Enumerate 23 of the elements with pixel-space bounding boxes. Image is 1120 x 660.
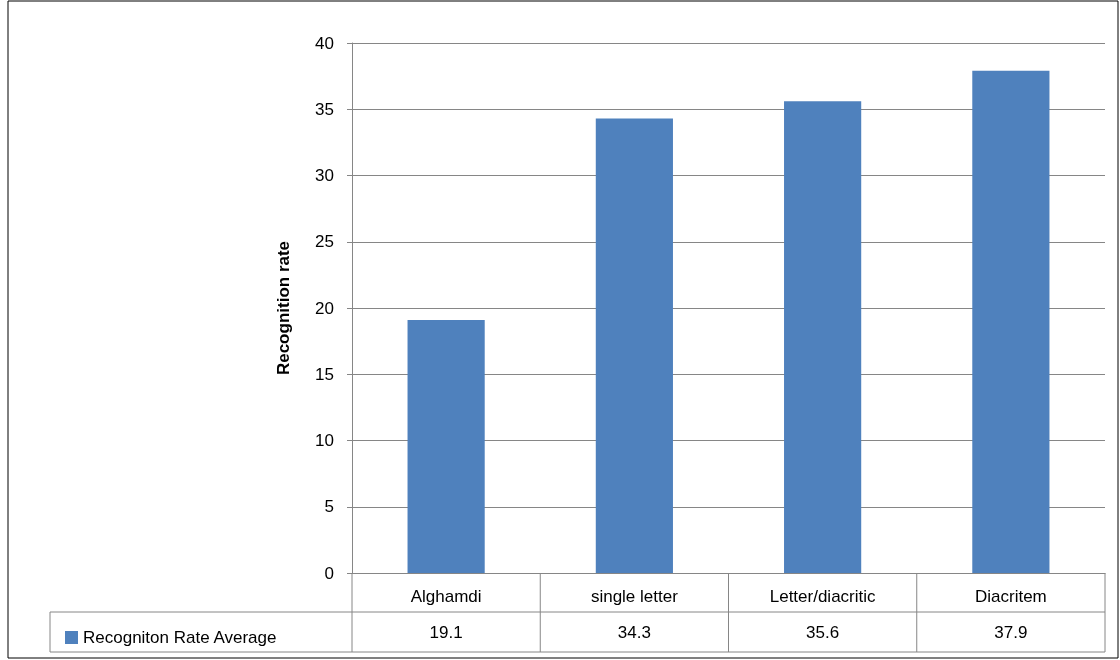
bar	[595, 118, 673, 573]
bar	[784, 101, 862, 573]
y-tick-label: 10	[315, 431, 334, 450]
legend-label: Recogniton Rate Average	[83, 628, 277, 647]
y-axis-title: Recognition rate	[274, 240, 293, 376]
y-tick-label: 20	[315, 298, 334, 318]
y-tick-label: 5	[324, 497, 334, 517]
y-tick-label: 35	[315, 99, 334, 119]
data-label: 35.6	[806, 622, 840, 642]
x-tick-label: Diacritem	[974, 587, 1047, 606]
bar	[972, 70, 1050, 573]
data-label: 37.9	[994, 622, 1028, 642]
y-tick-label: 25	[315, 232, 334, 252]
x-tick-label: Alghamdi	[410, 587, 482, 606]
y-tick-label: 15	[315, 364, 334, 384]
bar	[407, 319, 485, 573]
y-tick-label: 30	[315, 166, 334, 185]
y-tick-label: 0	[324, 563, 334, 583]
data-label: 34.3	[617, 622, 651, 642]
y-tick-label: 40	[315, 33, 334, 53]
x-tick-label: Letter/diacritic	[769, 587, 877, 606]
data-label: 19.1	[429, 622, 463, 642]
x-tick-label: single letter	[590, 587, 679, 606]
